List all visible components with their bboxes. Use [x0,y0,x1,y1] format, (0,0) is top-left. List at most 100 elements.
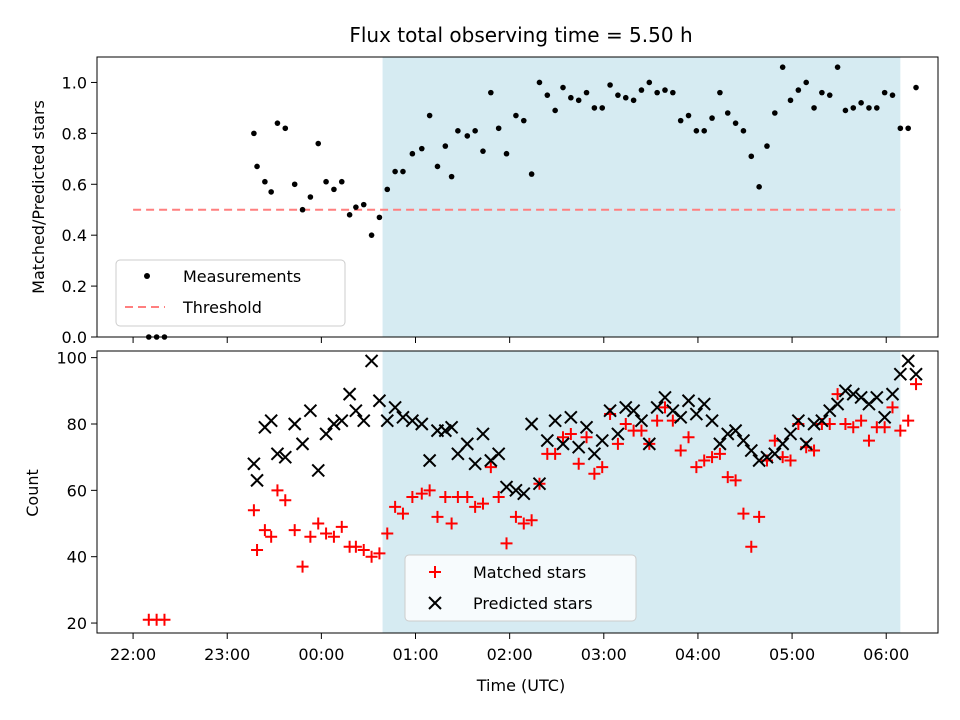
matched-star-point [902,414,915,427]
matched-star-point [894,424,907,437]
matched-star-point [690,461,703,474]
matched-star-point [682,431,695,444]
measurement-point [677,117,684,124]
measurement-point [464,133,471,139]
predicted-star-point [524,417,539,431]
predicted-star-point [476,427,490,441]
measurement-point [662,87,668,93]
predicted-star-point [311,463,325,478]
measurement-point [685,112,692,119]
matched-star-point [327,530,340,543]
top-panel-frame [96,56,939,338]
matched-star-point [878,421,891,434]
predicted-star-point [885,387,900,401]
measurement-point [560,84,566,91]
measurement-point [913,84,919,91]
matched-star-point [415,487,428,500]
predicted-star-point [509,483,523,498]
matched-star-point [373,547,386,560]
x-tick-label: 00:00 [298,645,344,664]
measurement-point [274,120,281,126]
matched-star-point [265,530,278,543]
measurement-point [654,89,660,96]
bottom-y-tick-label: 40 [67,548,87,567]
matched-star-point [572,457,585,470]
matched-star-point [517,517,530,530]
measurement-point [254,163,260,170]
matched-star-point [423,484,436,497]
matched-star-point [839,417,852,430]
matched-star-point [706,451,719,464]
matched-star-point [335,520,348,533]
matched-star-point [729,474,742,487]
measurement-point [291,181,298,188]
matched-star-point [745,540,758,553]
measurement-point [803,79,810,86]
matched-star-point [698,454,711,467]
legend-predicted-label: Predicted stars [473,594,593,613]
predicted-star-point [870,390,884,405]
measurement-point [360,201,367,208]
matched-star-point [476,497,489,510]
predicted-star-point [388,400,402,415]
bottom-legend-box [404,554,637,622]
matched-star-point [784,454,797,467]
bottom-y-ticks: 20 40 60 80 100 [56,349,97,633]
predicted-star-point [532,476,547,491]
measurement-point [748,153,755,160]
predicted-star-point [319,427,333,441]
x-tick-label: 03:00 [581,645,627,664]
predicted-star-point [349,404,363,418]
predicted-star-point [799,437,813,451]
matched-star-point [753,510,766,523]
matched-star-point [279,494,292,507]
bottom-y-tick-label: 80 [67,415,87,434]
predicted-star-point [415,417,429,431]
predicted-star-point [634,413,649,428]
matched-star-point [588,467,601,480]
predicted-star-point [438,423,453,438]
bottom-panel: 22:00 23:00 00:00 01:00 02:00 03:00 04:00 05:00… [23,349,939,695]
measurement-point [599,105,606,111]
matched-star-point [619,417,632,430]
measurement-point [842,107,849,114]
predicted-star-point [247,457,261,471]
measurement-point [353,204,359,210]
top-measurement-points [145,64,919,340]
measurement-point [779,64,786,70]
measurement-point [717,89,723,96]
measurement-point [299,206,306,213]
chart-title: Flux total observing time = 5.50 h [349,23,692,47]
predicted-star-point [405,413,420,428]
predicted-star-point [540,433,555,448]
predicted-star-point [830,397,845,411]
measurement-point [426,112,433,119]
matched-star-point [580,431,593,444]
bottom-y-tick-label: 100 [56,349,87,368]
predicted-star-point [422,453,437,468]
matched-star-point [509,510,522,523]
measurement-point [251,130,257,137]
matched-star-point [564,427,577,440]
matched-star-point [910,378,923,391]
measurement-point [826,92,833,98]
predicted-star-point [491,447,506,461]
bottom-y-axis-label: Count [23,469,42,517]
legend-threshold-label: Threshold [182,298,262,317]
predicted-star-point [689,407,704,421]
legend-matched-label: Matched stars [473,563,586,582]
measurement-point [442,143,449,149]
predicted-star-point [287,417,302,431]
x-tick-label: 01:00 [392,645,438,664]
measurement-point [693,128,700,134]
measurement-point [834,64,841,70]
matched-star-point [158,613,171,626]
measurement-point [615,92,621,98]
top-y-tick-label: 1.0 [62,73,87,92]
bottom-y-tick-label: 20 [67,614,87,633]
predicted-stars-points [247,354,923,501]
predicted-star-point [587,447,602,461]
measurement-point [346,212,353,218]
measurement-point [282,125,289,132]
measurement-point [591,105,598,111]
